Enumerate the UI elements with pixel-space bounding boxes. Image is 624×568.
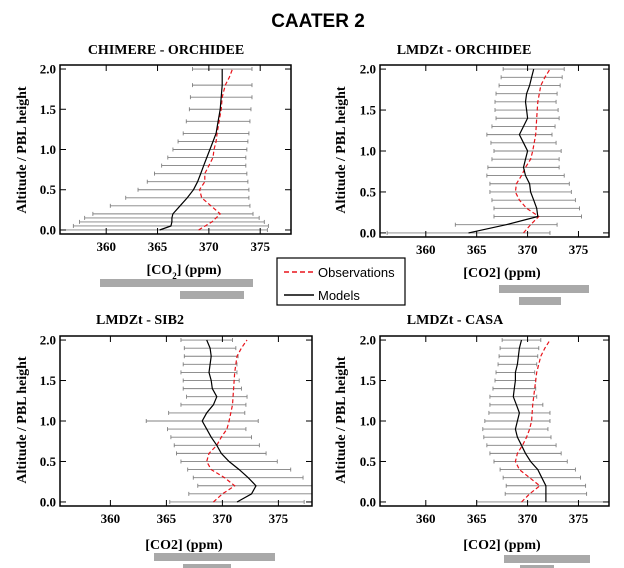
y-tick-label: 0.0 — [360, 494, 376, 509]
panel-title: LMDZt - SIB2 — [96, 313, 184, 328]
legend: Observations Models — [276, 257, 406, 306]
y-tick-label: 2.0 — [40, 333, 56, 348]
x-tick-label: 365 — [467, 242, 487, 257]
x-axis-label: [CO2] (ppm) — [463, 538, 541, 553]
plot-area: 360 365 370 375 0.0 0.5 1.0 1.5 2.0 — [40, 333, 313, 526]
scale-bar — [154, 553, 275, 561]
y-axis-label: Altitude / PBL height — [15, 86, 30, 214]
y-tick-label: 1.0 — [40, 142, 56, 157]
observations-line — [206, 339, 248, 503]
y-tick-label: 2.0 — [360, 333, 376, 348]
panel-title: LMDZt - ORCHIDEE — [397, 43, 532, 58]
x-tick-label: 370 — [518, 242, 538, 257]
x-tick-label: 370 — [199, 239, 219, 254]
figure-title: CAATER 2 — [271, 11, 365, 32]
panel-lmdzt-sib2: LMDZt - SIB2 Altitude / PBL height [CO2]… — [15, 313, 313, 553]
plot-data — [145, 338, 312, 504]
y-tick-label: 1.5 — [360, 103, 377, 118]
x-tick-label: 375 — [569, 511, 589, 526]
y-axis-label: Altitude / PBL height — [15, 356, 30, 484]
x-tick-label: 360 — [101, 511, 121, 526]
x-tick-label: 375 — [269, 511, 289, 526]
observations-line — [514, 339, 551, 503]
scale-bars — [100, 279, 590, 568]
scale-bar — [520, 565, 554, 568]
y-tick-label: 2.0 — [40, 62, 56, 77]
scale-bar — [183, 564, 231, 568]
y-tick-label: 1.5 — [360, 373, 377, 388]
models-line — [468, 68, 539, 234]
plot-data — [476, 338, 609, 504]
x-axis-label: [CO2] (ppm) — [463, 266, 541, 281]
y-tick-label: 0.5 — [40, 182, 57, 197]
models-line — [512, 339, 547, 502]
legend-observations-label: Observations — [318, 265, 395, 280]
panel-lmdzt-casa: LMDZt - CASA Altitude / PBL height [CO2]… — [334, 313, 610, 553]
plot-area: 360 365 370 375 0.0 0.5 1.0 1.5 2.0 — [360, 62, 610, 257]
legend-models-label: Models — [318, 288, 360, 303]
x-tick-label: 365 — [157, 511, 177, 526]
y-tick-label: 0.5 — [40, 454, 57, 469]
y-tick-label: 1.5 — [40, 102, 57, 117]
legend-box — [276, 257, 406, 306]
observations-line — [198, 68, 234, 231]
plot-area: 360 365 370 375 0.0 0.5 1.0 1.5 2.0 — [40, 62, 292, 254]
y-tick-label: 1.0 — [40, 414, 56, 429]
x-tick-label: 360 — [96, 239, 116, 254]
panel-title: LMDZt - CASA — [407, 313, 504, 328]
x-tick-label: 375 — [250, 239, 270, 254]
plot-area: 360 365 370 375 0.0 0.5 1.0 1.5 2.0 — [360, 333, 610, 526]
y-tick-label: 0.0 — [40, 494, 56, 509]
observations-line — [514, 68, 551, 234]
y-axis-label: Altitude / PBL height — [334, 356, 349, 484]
panel-lmdzt-orchidee: LMDZt - ORCHIDEE Altitude / PBL height [… — [334, 43, 610, 281]
panel-title: CHIMERE - ORCHIDEE — [88, 43, 244, 58]
plot-data — [60, 67, 269, 232]
x-tick-label: 370 — [518, 511, 538, 526]
y-tick-label: 0.0 — [360, 225, 376, 240]
x-tick-label: 375 — [569, 242, 589, 257]
x-axis-label: [CO2] (ppm) — [145, 538, 223, 553]
y-tick-label: 1.0 — [360, 414, 376, 429]
scale-bar — [180, 291, 244, 299]
y-tick-label: 0.5 — [360, 184, 377, 199]
scale-bar — [499, 285, 589, 293]
scale-bar — [100, 279, 253, 287]
x-tick-label: 365 — [467, 511, 487, 526]
panel-chimere-orchidee: CHIMERE - ORCHIDEE Altitude / PBL height… — [15, 43, 292, 281]
x-tick-label: 360 — [416, 511, 436, 526]
x-axis-label: [CO2] (ppm) — [147, 263, 222, 281]
y-axis-label: Altitude / PBL height — [334, 86, 349, 214]
y-tick-label: 0.5 — [360, 454, 377, 469]
models-line — [159, 69, 223, 231]
y-tick-label: 0.0 — [40, 222, 56, 237]
scale-bar — [504, 555, 590, 563]
y-tick-label: 2.0 — [360, 62, 376, 77]
y-tick-label: 1.0 — [360, 144, 376, 159]
models-line — [201, 339, 257, 503]
scale-bar — [519, 297, 561, 305]
y-tick-label: 1.5 — [40, 373, 57, 388]
plot-data — [386, 67, 582, 235]
x-tick-label: 360 — [416, 242, 436, 257]
x-tick-label: 370 — [213, 511, 233, 526]
x-tick-label: 365 — [148, 239, 168, 254]
